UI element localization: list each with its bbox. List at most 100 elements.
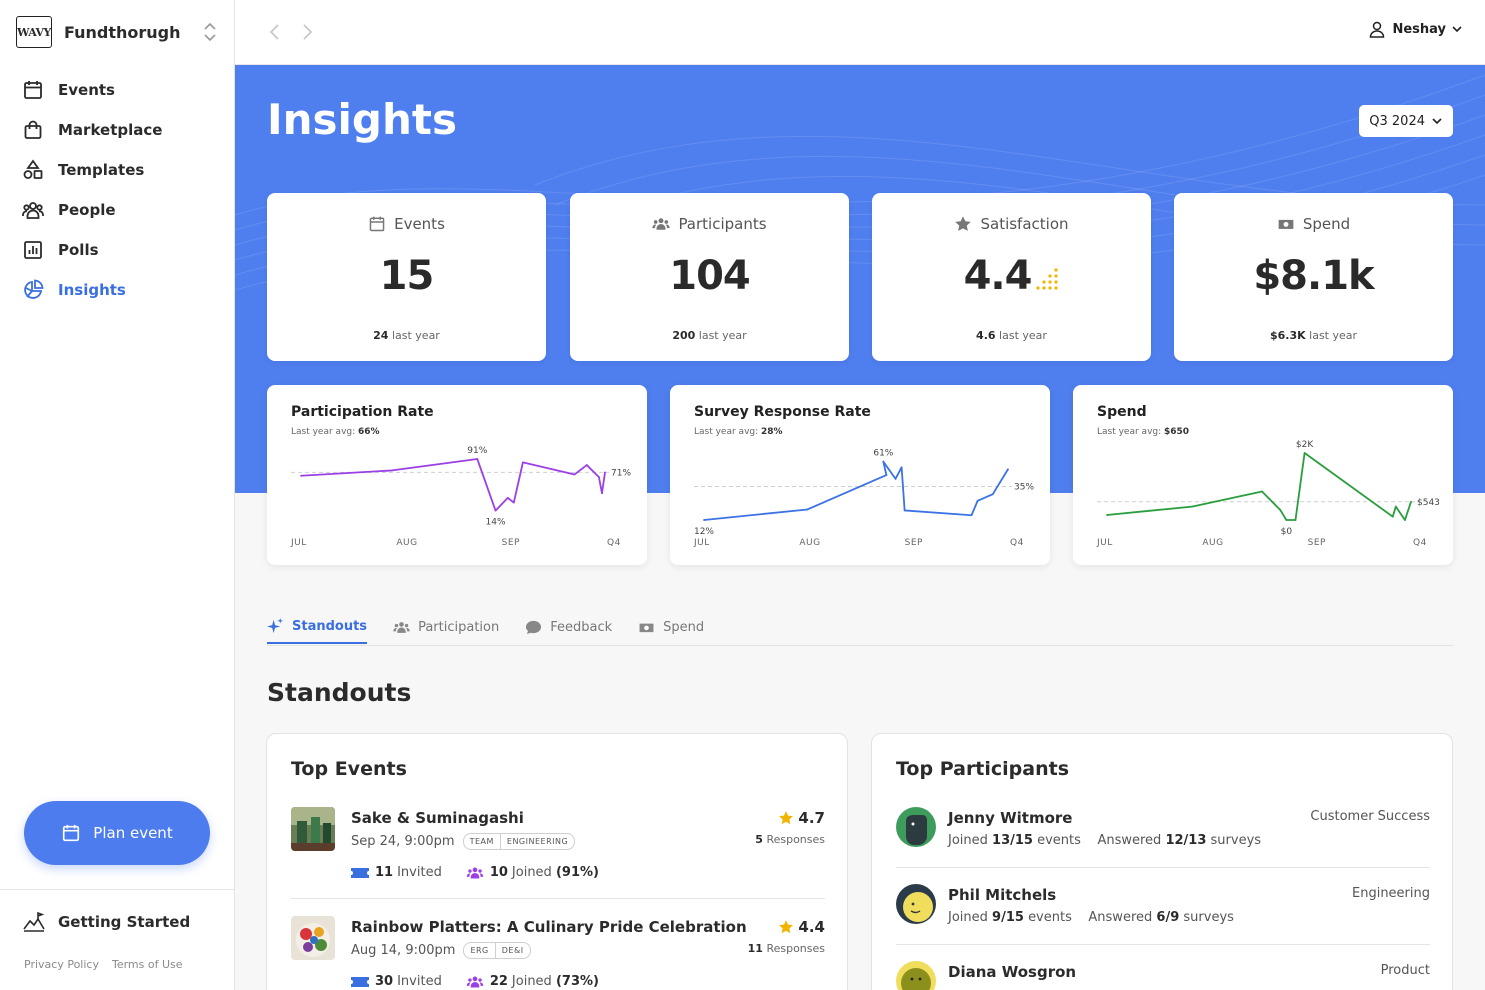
org-switcher[interactable]: WAVY Fundthorugh [16, 16, 218, 48]
panel-title: Top Participants [896, 758, 1070, 780]
user-menu[interactable]: Neshay [1368, 20, 1463, 38]
joined-percent: (91%) [555, 865, 599, 880]
surveys-ratio: 12/13 [1165, 833, 1207, 848]
getting-started-link[interactable]: Getting Started [22, 910, 190, 934]
sidebar-item-templates[interactable]: Templates [22, 150, 212, 190]
data-point [391, 469, 394, 472]
data-point [506, 496, 509, 499]
tab-feedback[interactable]: Feedback [525, 610, 612, 644]
data-point [1007, 468, 1009, 471]
participant-row[interactable]: Jenny Witmore Joined 13/15 events Answer… [896, 802, 1430, 879]
joined-count: 22 [489, 974, 508, 989]
stat-label: Satisfaction [980, 215, 1069, 233]
event-name: Sake & Suminagashi [351, 809, 524, 827]
data-point [476, 458, 479, 460]
org-name: Fundthorugh [64, 22, 181, 42]
data-label: $2K [1296, 440, 1314, 450]
joined-count: 10 [489, 865, 508, 880]
data-point [970, 514, 973, 517]
event-name: Rainbow Platters: A Culinary Pride Celeb… [351, 918, 747, 936]
participant-name: Diana Wosgron [948, 963, 1077, 981]
line-chart: 91% 14% 71% JUL AUG SEP Q4 [290, 446, 631, 548]
privacy-policy-link[interactable]: Privacy Policy [24, 958, 99, 971]
sidebar: WAVY Fundthorugh Events Marketplace Temp… [0, 0, 235, 990]
people-icon [22, 202, 44, 219]
participant-row[interactable]: Phil Mitchels Joined 9/15 events Answere… [896, 879, 1430, 956]
participant-department: Product [1380, 963, 1430, 978]
ticket-icon [351, 976, 369, 987]
plan-event-button[interactable]: Plan event [24, 801, 210, 865]
data-point [494, 509, 497, 512]
data-point [598, 476, 600, 479]
data-point [900, 466, 903, 469]
sidebar-item-events[interactable]: Events [22, 70, 212, 110]
tab-participation[interactable]: Participation [393, 610, 499, 644]
stat-value: 4.4 [872, 253, 1151, 299]
tab-spend[interactable]: Spend [638, 610, 704, 644]
sidebar-divider [0, 889, 234, 890]
company-logo: WAVY [16, 16, 52, 48]
events-ratio: 13/15 [992, 833, 1033, 848]
plan-event-label: Plan event [93, 824, 173, 842]
avatar [896, 807, 936, 847]
event-tags: TEAM ENGINEERING [462, 833, 576, 850]
stat-header: Participants [570, 215, 849, 233]
data-point [522, 461, 524, 464]
sidebar-item-label: Insights [58, 281, 126, 299]
series-line [300, 458, 606, 512]
surveys-label: surveys [1210, 833, 1262, 848]
section-title: Standouts [267, 678, 412, 707]
responses-count: 5 [755, 833, 763, 846]
bar-chart-icon [24, 241, 42, 259]
sidebar-item-people[interactable]: People [22, 190, 212, 230]
terms-of-use-link[interactable]: Terms of Use [111, 958, 183, 971]
joined-percent: (73%) [555, 974, 599, 989]
data-point [604, 471, 606, 474]
stat-previous: 24 last year [267, 329, 546, 342]
stat-value: 104 [669, 253, 751, 299]
tab-standouts[interactable]: Standouts [267, 610, 368, 644]
event-rating: 4.4 [778, 918, 825, 936]
back-arrow-icon[interactable] [265, 20, 285, 44]
event-tags: ERG DE&I [463, 942, 531, 959]
stat-value-number: 4.4 [963, 253, 1033, 299]
event-row[interactable]: Rainbow Platters: A Culinary Pride Celeb… [291, 911, 825, 990]
events-label: events [1037, 833, 1081, 848]
participant-row[interactable]: Diana Wosgron Product [896, 956, 1430, 990]
period-select[interactable]: Q3 2024 [1359, 105, 1453, 137]
stat-header: Satisfaction [872, 215, 1151, 233]
data-point [1294, 519, 1297, 521]
data-label: 61% [873, 449, 893, 459]
shopping-bag-icon [24, 120, 42, 139]
chart-subtitle-prefix: Last year avg: [1097, 427, 1162, 437]
forward-arrow-icon[interactable] [297, 20, 317, 44]
user-icon [1370, 21, 1385, 38]
event-date-row: Aug 14, 9:00pm ERG DE&I [351, 942, 531, 959]
surveys-label: surveys [1183, 910, 1234, 925]
user-name: Neshay [1392, 21, 1446, 37]
data-point [882, 460, 885, 463]
surveys-ratio: 6/9 [1156, 910, 1180, 925]
x-tick-label: JUL [290, 538, 307, 548]
x-tick-label: SEP [1308, 538, 1326, 548]
data-label: 14% [486, 518, 506, 528]
data-point [601, 492, 603, 495]
tab-label: Feedback [550, 619, 613, 635]
avatar [896, 884, 936, 924]
sidebar-item-insights[interactable]: Insights [22, 270, 212, 310]
participant-department: Engineering [1352, 886, 1430, 901]
participant-name: Phil Mitchels [948, 886, 1057, 904]
sidebar-item-polls[interactable]: Polls [22, 230, 212, 270]
sidebar-item-label: Marketplace [58, 121, 163, 139]
chevron-updown-icon [204, 22, 216, 42]
participant-department: Customer Success [1310, 809, 1430, 824]
x-tick-label: AUG [799, 538, 820, 548]
star-icon [779, 811, 794, 825]
joined-label: Joined [948, 833, 988, 848]
data-point [1191, 505, 1194, 508]
invited-label: Invited [397, 865, 442, 880]
people-icon [466, 867, 483, 878]
panel-title: Top Events [291, 758, 407, 780]
sidebar-item-marketplace[interactable]: Marketplace [22, 110, 212, 150]
event-row[interactable]: Sake & Suminagashi Sep 24, 9:00pm TEAM E… [291, 802, 825, 911]
